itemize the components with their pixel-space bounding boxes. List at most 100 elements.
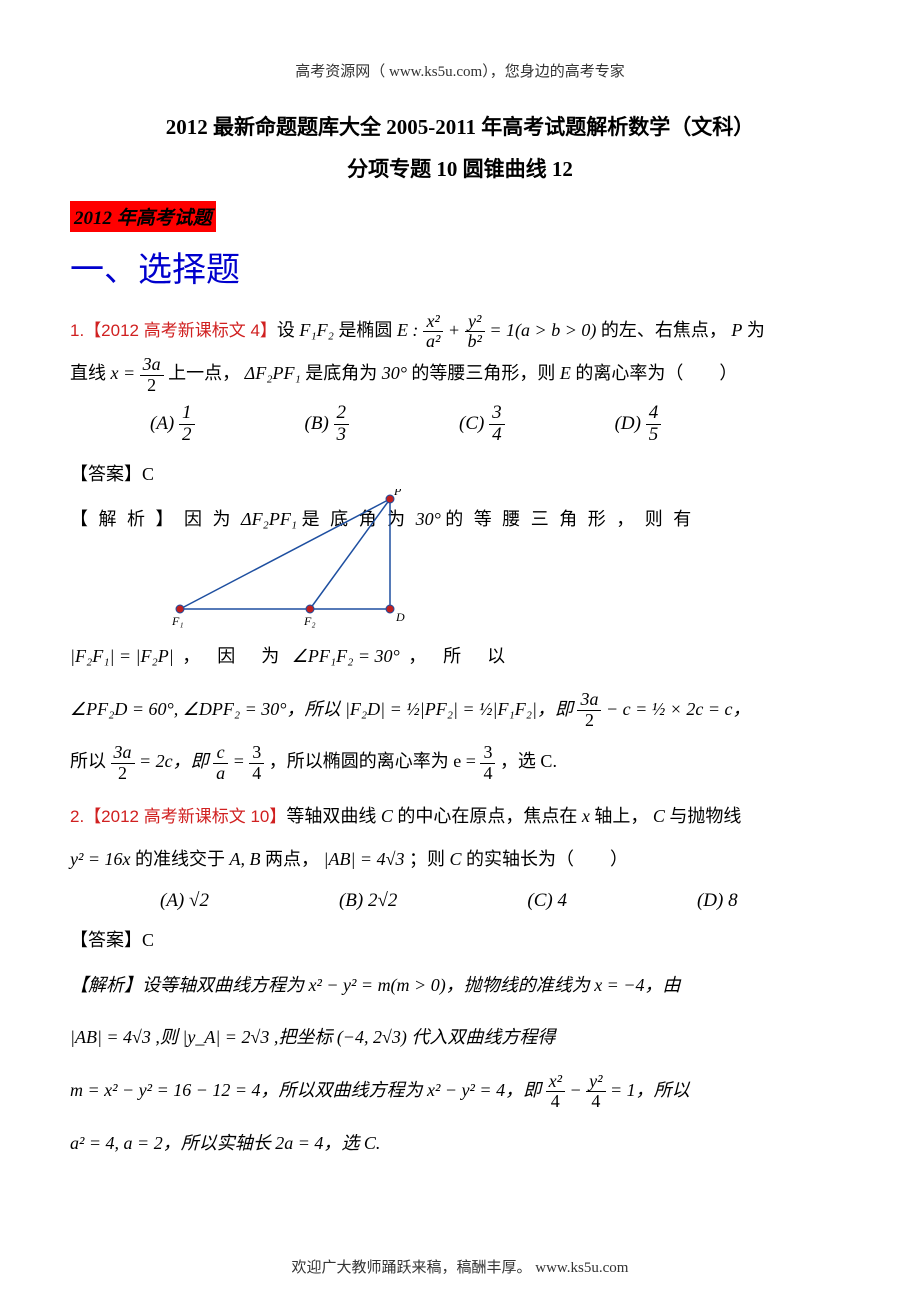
q1-diagram-line: F₁F₂DP xyxy=(70,549,850,627)
text: 的离心率为（ ） xyxy=(575,363,737,383)
label: (B) xyxy=(305,413,329,434)
doc-title-line1: 2012 最新命题题库大全 2005-2011 年高考试题解析数学（文科） xyxy=(70,111,850,141)
num: 2 xyxy=(334,403,350,425)
den: 3 xyxy=(334,425,350,446)
plus: + xyxy=(448,320,465,340)
text: ；则 xyxy=(409,849,445,869)
text: 的左、右焦点， xyxy=(601,320,727,340)
frac-ca: ca xyxy=(213,743,228,784)
text: ，选 C. xyxy=(500,751,557,771)
question-2: 2.【2012 高考新课标文 10】等轴双曲线 C 的中心在原点，焦点在 x 轴… xyxy=(70,795,850,1167)
text: 的准线交于 xyxy=(135,849,225,869)
math-C3: C xyxy=(449,849,461,869)
math-frac-x2a2: x²a² xyxy=(423,312,443,353)
svg-text:F₁: F₁ xyxy=(171,614,184,628)
math: = 2c，即 xyxy=(139,751,209,771)
q1-option-A: (A) 12 xyxy=(150,403,195,446)
math-frac-3a2: 3a2 xyxy=(140,355,164,396)
text: 设 xyxy=(277,320,295,340)
text: |AB| = 4√3 ,则 |y_A| = 2√3 ,把坐标 (−4, 2√3)… xyxy=(70,1027,555,1047)
frac-34b: 34 xyxy=(480,743,495,784)
text: 的中心在原点，焦点在 xyxy=(397,806,577,826)
text: = 1，所以 xyxy=(610,1080,690,1100)
label: (C) xyxy=(459,413,484,434)
frac-3a2b: 3a2 xyxy=(577,690,601,731)
math-parab: y² = 16x xyxy=(70,849,131,869)
svg-text:F₂: F₂ xyxy=(303,614,316,628)
q1-option-C: (C) 34 xyxy=(459,403,505,446)
den: 5 xyxy=(646,425,662,446)
q1-number: 1. xyxy=(70,321,84,340)
den: 4 xyxy=(489,425,505,446)
q2-explain-3: m = x² − y² = 16 − 12 = 4，所以双曲线方程为 x² − … xyxy=(70,1067,850,1114)
math-x: x xyxy=(582,806,590,826)
math: ∠PF₁F₂ = 30° xyxy=(292,646,400,666)
text: 【解析】设等轴双曲线方程为 x² − y² = m(m > 0)，抛物线的准线为… xyxy=(70,975,680,995)
frac-3a2c: 3a2 xyxy=(111,743,135,784)
math-AB: A, B xyxy=(230,849,261,869)
math-P: P xyxy=(731,320,742,340)
text: 的 等 腰 三 角 形 ， 则 有 xyxy=(445,509,694,529)
text: ， 所 以 xyxy=(408,646,509,666)
text: m = x² − y² = 16 − 12 = 4，所以双曲线方程为 x² − … xyxy=(70,1080,541,1100)
q2-number: 2. xyxy=(70,807,84,826)
frac-x24: x²4 xyxy=(546,1072,565,1113)
q2-explain-2: |AB| = 4√3 ,则 |y_A| = 2√3 ,把坐标 (−4, 2√3)… xyxy=(70,1014,850,1061)
math: = xyxy=(233,751,245,771)
math: ∠PF₂D = 60°, ∠DPF₂ = 30°，所以 |F₂D| = ½|PF… xyxy=(70,699,573,719)
text: 是底角为 xyxy=(305,363,377,383)
math-ABabs: |AB| = 4√3 xyxy=(324,849,405,869)
text: 两点， xyxy=(265,849,319,869)
math-frac-y2b2: y²b² xyxy=(465,312,485,353)
q1-source-tag: 【2012 高考新课标文 4】 xyxy=(84,321,277,340)
q2-option-C: (C) 4 xyxy=(527,890,567,912)
math-30: 30° xyxy=(382,363,407,383)
frac-34: 34 xyxy=(249,743,264,784)
q1-option-D: (D) 45 xyxy=(615,403,662,446)
math-foci: F₁F₂ xyxy=(299,320,334,340)
q1-explain-line2: ∠PF₂D = 60°, ∠DPF₂ = 30°，所以 |F₂D| = ½|PF… xyxy=(70,686,850,733)
label: (A) xyxy=(150,413,174,434)
triangle-diagram: F₁F₂DP xyxy=(160,489,430,647)
math-tri: ΔF₂PF₁ xyxy=(245,363,301,383)
den: 2 xyxy=(179,425,195,446)
text: 的实轴长为（ ） xyxy=(466,849,628,869)
svg-text:P: P xyxy=(393,489,402,498)
math-C: C xyxy=(381,806,393,826)
text: 所以 xyxy=(70,751,106,771)
math: |F₂F₁| = |F₂P| xyxy=(70,646,174,666)
math-x-eq: x = xyxy=(111,363,136,383)
question-1: 1.【2012 高考新课标文 4】设 F₁F₂ 是椭圆 E : x²a² + y… xyxy=(70,309,850,785)
q2-option-B: (B) 2√2 xyxy=(339,890,397,912)
math-Elabel: E xyxy=(560,363,571,383)
page-footer: 欢迎广大教师踊跃来稿，稿酬丰厚。 www.ks5u.com xyxy=(0,1256,920,1277)
num: 4 xyxy=(646,403,662,425)
text: ，所以椭圆的离心率为 e = xyxy=(269,751,476,771)
num: 1 xyxy=(179,403,195,425)
section-heading: 一、选择题 xyxy=(70,242,850,291)
text: 等轴双曲线 xyxy=(286,806,376,826)
q2-options: (A) √2 (B) 2√2 (C) 4 (D) 8 xyxy=(70,890,850,912)
text: 直线 xyxy=(70,363,106,383)
math: − c = ½ × 2c = c， xyxy=(606,699,751,719)
q2-answer: 【答案】C xyxy=(70,926,850,952)
q2-stem-line2: y² = 16x 的准线交于 A, B 两点， |AB| = 4√3 ；则 C … xyxy=(70,838,850,881)
q1-explain-line3: 所以 3a2 = 2c，即 ca = 34 ，所以椭圆的离心率为 e = 34 … xyxy=(70,738,850,785)
q2-option-D: (D) 8 xyxy=(697,890,738,912)
q1-stem-line2: 直线 x = 3a2 上一点， ΔF₂PF₁ 是底角为 30° 的等腰三角形，则… xyxy=(70,352,850,395)
text: ， 因 为 xyxy=(182,646,283,666)
year-highlight: 2012 年高考试题 xyxy=(70,201,216,232)
q1-explain-line-eq1: |F₂F₁| = |F₂P| ， 因 为 ∠PF₁F₂ = 30° ， 所 以 xyxy=(70,633,850,680)
q1-answer: 【答案】C xyxy=(70,460,850,486)
text: 轴上， xyxy=(594,806,648,826)
math-E: E : xyxy=(397,320,419,340)
triangle-svg: F₁F₂DP xyxy=(160,489,430,629)
page-header: 高考资源网（ www.ks5u.com），您身边的高考专家 xyxy=(70,60,850,81)
text: a² = 4, a = 2，所以实轴长 2a = 4，选 C. xyxy=(70,1133,380,1153)
q2-stem: 2.【2012 高考新课标文 10】等轴双曲线 C 的中心在原点，焦点在 x 轴… xyxy=(70,795,850,838)
label: (D) xyxy=(615,413,641,434)
math-C2: C xyxy=(653,806,665,826)
q1-stem: 1.【2012 高考新课标文 4】设 F₁F₂ 是椭圆 E : x²a² + y… xyxy=(70,309,850,352)
q2-explain-1: 【解析】设等轴双曲线方程为 x² − y² = m(m > 0)，抛物线的准线为… xyxy=(70,962,850,1009)
text: 为 xyxy=(747,320,765,340)
